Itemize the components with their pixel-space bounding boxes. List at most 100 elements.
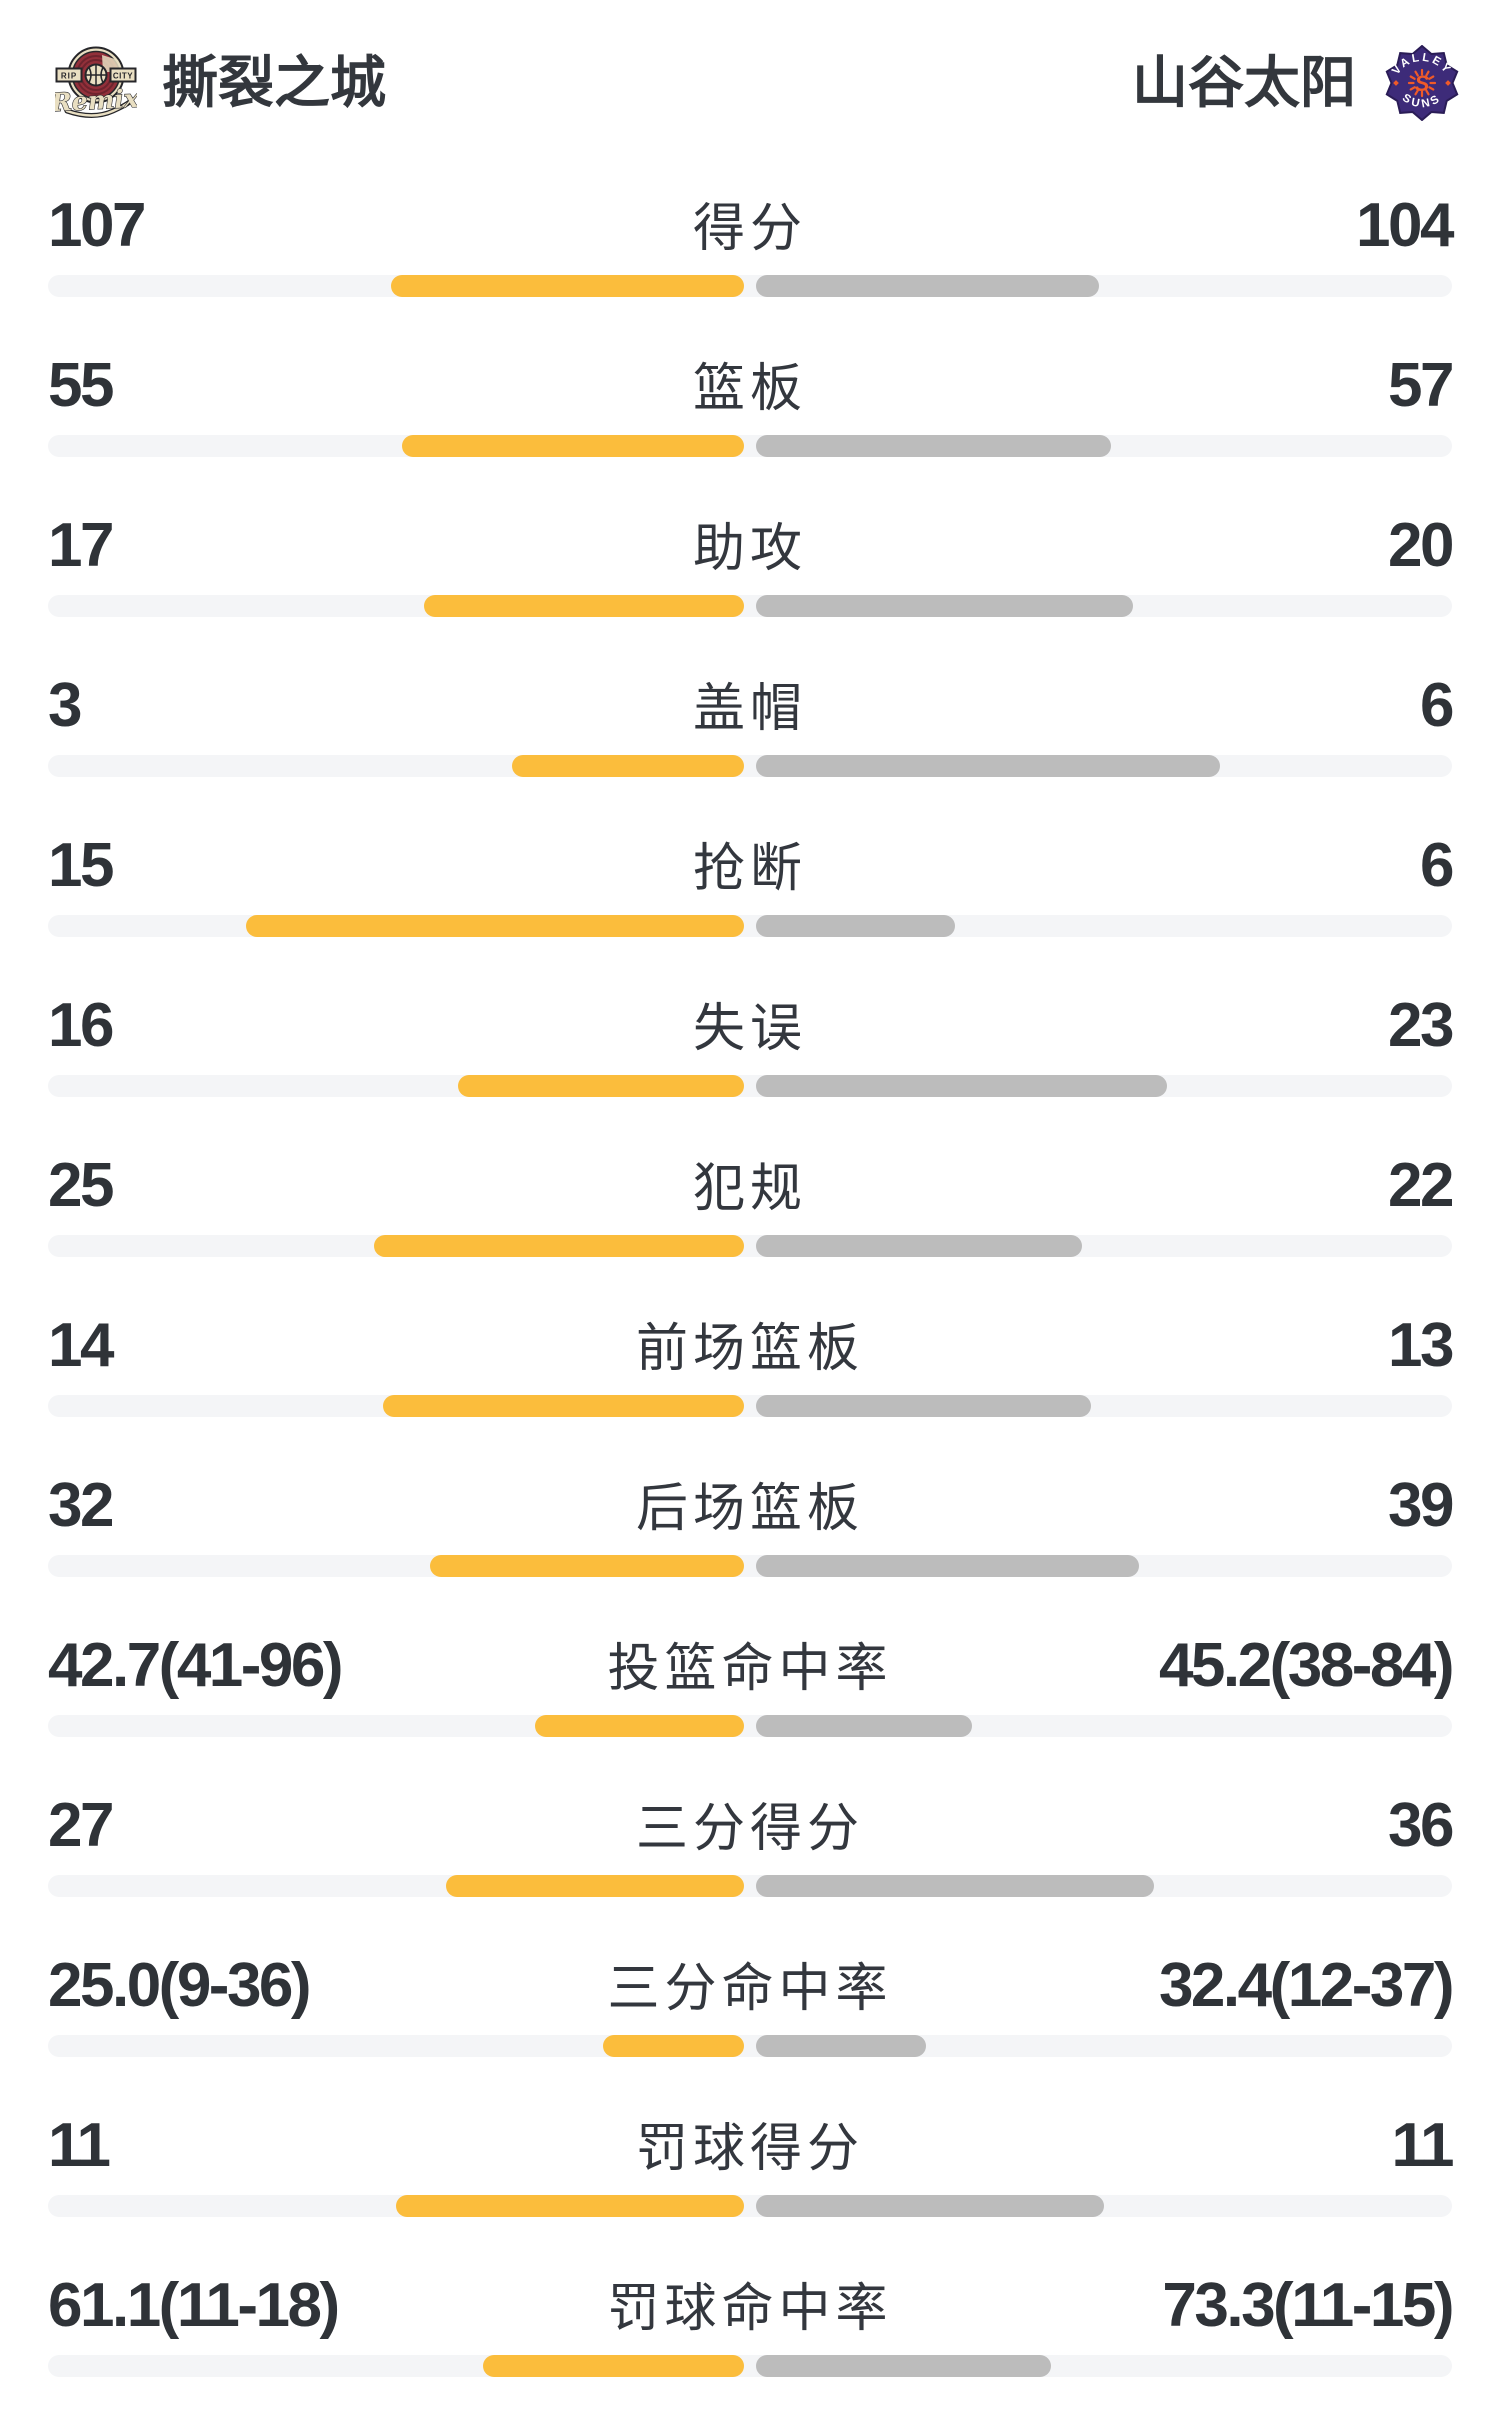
stat-row: 42.7(41-96) 投篮命中率 45.2(38-84) bbox=[48, 1630, 1455, 1790]
away-bar-fill bbox=[756, 435, 1111, 457]
home-value: 42.7(41-96) bbox=[48, 1631, 344, 1700]
away-bar-fill bbox=[756, 275, 1100, 297]
stat-bar-track bbox=[48, 915, 1452, 937]
away-bar-fill bbox=[756, 1395, 1092, 1417]
stat-row: 32 后场篮板 39 bbox=[48, 1470, 1455, 1630]
stat-label: 三分命中率 bbox=[607, 1960, 893, 2018]
home-bar-fill bbox=[424, 595, 744, 617]
stat-label: 得分 bbox=[692, 200, 807, 258]
logo-script-text: Remix bbox=[55, 84, 137, 118]
stat-row: 15 抢断 6 bbox=[48, 830, 1455, 990]
stat-label: 篮板 bbox=[692, 360, 807, 418]
stat-label: 罚球得分 bbox=[635, 2120, 864, 2178]
away-bar-fill bbox=[756, 595, 1133, 617]
home-value: 17 bbox=[48, 511, 114, 580]
stat-row: 11 罚球得分 11 bbox=[48, 2110, 1455, 2270]
home-value: 11 bbox=[48, 2111, 111, 2180]
stat-row: 61.1(11-18) 罚球命中率 73.3(11-15) bbox=[48, 2270, 1455, 2430]
home-bar-fill bbox=[390, 275, 744, 297]
away-bar-fill bbox=[756, 755, 1221, 777]
away-value: 6 bbox=[1420, 831, 1454, 900]
home-value: 25.0(9-36) bbox=[48, 1951, 312, 2020]
stat-bar-track bbox=[48, 1075, 1452, 1097]
stat-bar-track bbox=[48, 755, 1452, 777]
home-value: 25 bbox=[48, 1151, 114, 1220]
home-value: 107 bbox=[48, 191, 146, 260]
stat-label: 失误 bbox=[692, 1000, 807, 1058]
home-value: 16 bbox=[48, 991, 114, 1060]
stat-row: 3 盖帽 6 bbox=[48, 670, 1455, 830]
away-bar-fill bbox=[756, 2035, 926, 2057]
logo-arc-bottom-text: SUNS bbox=[1400, 92, 1441, 110]
away-bar-fill bbox=[756, 2355, 1051, 2377]
home-value: 14 bbox=[48, 1311, 114, 1380]
stat-values-line: 107 得分 104 bbox=[48, 190, 1455, 265]
home-value: 55 bbox=[48, 351, 114, 420]
away-bar-fill bbox=[756, 1235, 1082, 1257]
stat-row: 14 前场篮板 13 bbox=[48, 1310, 1455, 1470]
logo-banner-right-text: CITY bbox=[113, 72, 133, 81]
home-bar-fill bbox=[395, 2195, 744, 2217]
away-team: 山谷太阳 S VALLEY SUNS bbox=[1132, 45, 1463, 121]
stat-label: 犯规 bbox=[692, 1160, 807, 1218]
stat-label: 助攻 bbox=[692, 520, 807, 578]
away-value: 20 bbox=[1388, 511, 1454, 580]
stat-values-line: 25 犯规 22 bbox=[48, 1150, 1455, 1225]
stat-values-line: 15 抢断 6 bbox=[48, 830, 1455, 905]
away-bar-fill bbox=[756, 1555, 1139, 1577]
svg-text:SUNS: SUNS bbox=[1400, 92, 1444, 110]
sun-rays-icon bbox=[1407, 68, 1437, 98]
away-value: 45.2(38-84) bbox=[1158, 1631, 1455, 1700]
stat-values-line: 42.7(41-96) 投篮命中率 45.2(38-84) bbox=[48, 1630, 1455, 1705]
home-bar-fill bbox=[246, 915, 744, 937]
home-value: 15 bbox=[48, 831, 114, 900]
stat-bar-track bbox=[48, 1875, 1452, 1897]
home-bar-fill bbox=[430, 1555, 744, 1577]
away-value: 39 bbox=[1388, 1471, 1454, 1540]
stat-bar-track bbox=[48, 2195, 1452, 2217]
home-team-logo: RIP CITY Remix bbox=[55, 46, 137, 118]
stat-bar-track bbox=[48, 275, 1452, 297]
stat-label: 抢断 bbox=[692, 840, 807, 898]
home-bar-fill bbox=[483, 2355, 744, 2377]
away-value: 73.3(11-15) bbox=[1162, 2271, 1454, 2340]
stat-row: 25.0(9-36) 三分命中率 32.4(12-37) bbox=[48, 1950, 1455, 2110]
stat-bar-track bbox=[48, 2035, 1452, 2057]
stat-row: 16 失误 23 bbox=[48, 990, 1455, 1150]
away-value: 23 bbox=[1388, 991, 1454, 1060]
stat-label: 前场篮板 bbox=[635, 1320, 864, 1378]
stat-row: 17 助攻 20 bbox=[48, 510, 1455, 670]
away-value: 6 bbox=[1420, 671, 1454, 740]
scoreboard-header: RIP CITY Remix 撕裂之城 山谷太阳 S VALLEY bbox=[0, 0, 1500, 121]
home-bar-fill bbox=[402, 435, 744, 457]
stat-row: 55 篮板 57 bbox=[48, 350, 1455, 510]
home-bar-fill bbox=[458, 1075, 744, 1097]
home-bar-fill bbox=[373, 1235, 744, 1257]
stat-row: 25 犯规 22 bbox=[48, 1150, 1455, 1310]
stats-comparison-list: 107 得分 104 55 篮板 57 17 助攻 20 bbox=[0, 190, 1500, 2430]
home-bar-fill bbox=[382, 1395, 744, 1417]
stat-row: 27 三分得分 36 bbox=[48, 1790, 1455, 1950]
stat-bar-track bbox=[48, 1715, 1452, 1737]
away-value: 104 bbox=[1356, 191, 1454, 260]
stat-bar-track bbox=[48, 1555, 1452, 1577]
stat-label: 罚球命中率 bbox=[607, 2280, 893, 2338]
diamond-left bbox=[1393, 80, 1399, 86]
stat-row: 107 得分 104 bbox=[48, 190, 1455, 350]
stat-values-line: 27 三分得分 36 bbox=[48, 1790, 1455, 1865]
home-bar-fill bbox=[603, 2035, 744, 2057]
stat-label: 投篮命中率 bbox=[607, 1640, 893, 1698]
home-bar-fill bbox=[511, 755, 744, 777]
home-bar-fill bbox=[535, 1715, 744, 1737]
home-value: 32 bbox=[48, 1471, 114, 1540]
stat-values-line: 14 前场篮板 13 bbox=[48, 1310, 1455, 1385]
home-value: 61.1(11-18) bbox=[48, 2271, 340, 2340]
stat-bar-track bbox=[48, 1235, 1452, 1257]
stat-values-line: 32 后场篮板 39 bbox=[48, 1470, 1455, 1545]
away-team-logo: S VALLEY SUNS bbox=[1385, 45, 1459, 121]
home-value: 27 bbox=[48, 1791, 114, 1860]
home-team: RIP CITY Remix 撕裂之城 bbox=[55, 45, 386, 121]
away-bar-fill bbox=[756, 1875, 1155, 1897]
diamond-right bbox=[1445, 80, 1451, 86]
stat-values-line: 3 盖帽 6 bbox=[48, 670, 1455, 745]
